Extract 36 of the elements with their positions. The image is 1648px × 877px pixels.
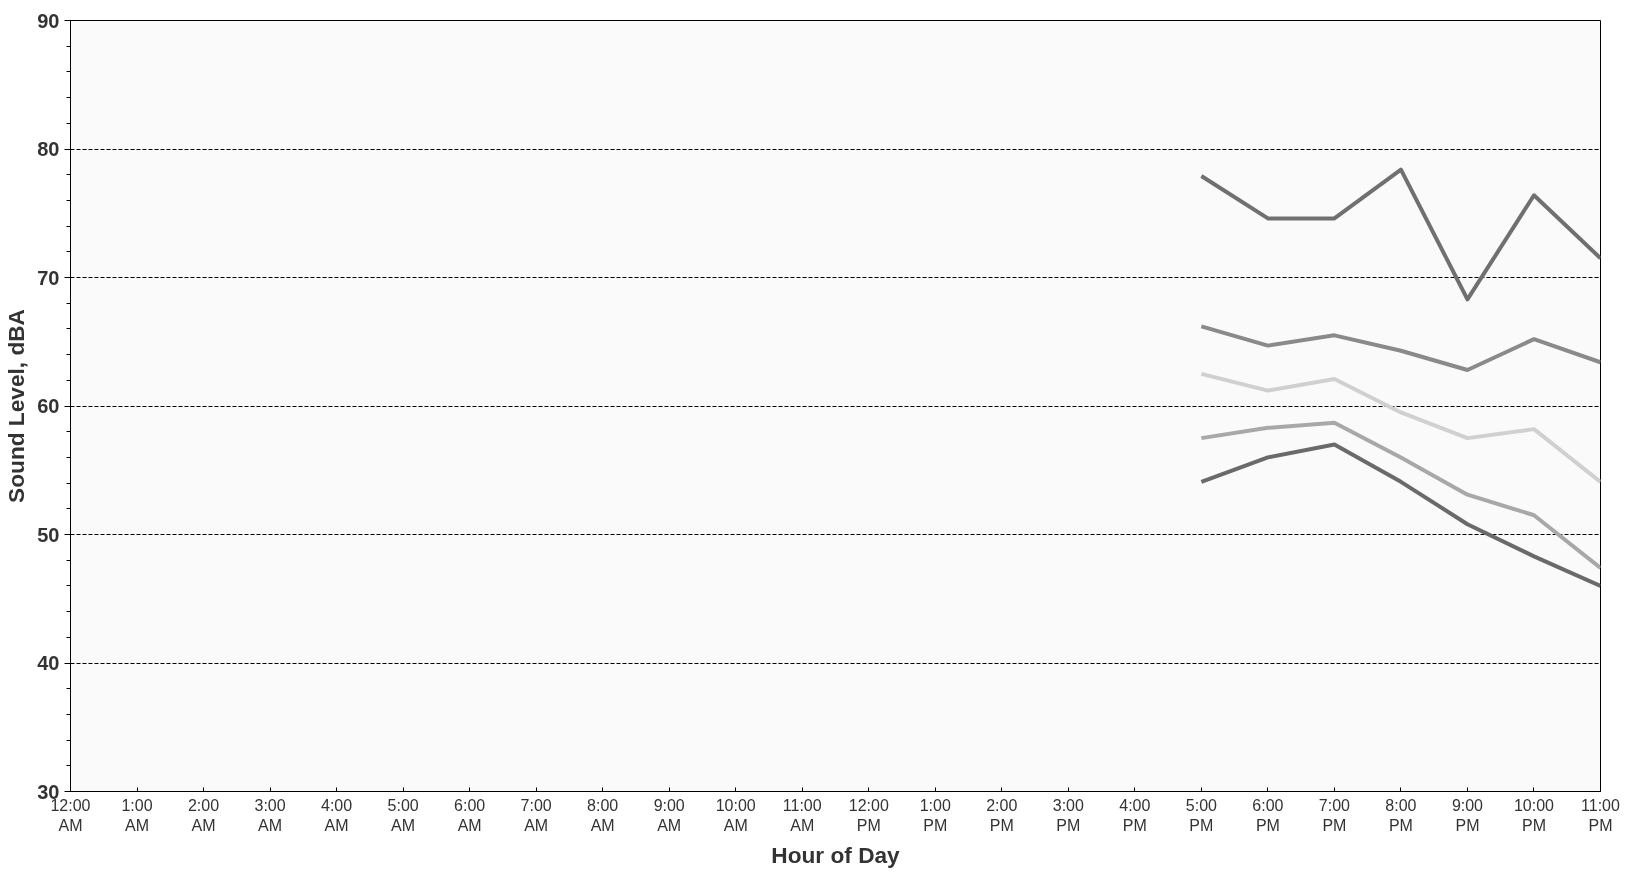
y-tick-label: 50 [37, 523, 60, 546]
x-tick-label: 2:00 AM [187, 796, 220, 834]
x-tick-label: 3:00 AM [254, 796, 286, 834]
x-tick-label: 8:00 PM [1385, 796, 1417, 834]
line-series [1199, 420, 1601, 570]
x-tick-label: 1:00 PM [919, 796, 951, 834]
x-tick-label: 11:00 PM [1581, 796, 1621, 834]
line-series [1199, 167, 1601, 302]
x-tick-label: 11:00 AM [782, 796, 822, 834]
x-tick-label: 4:00 AM [321, 796, 353, 834]
x-tick-label: 10:00 AM [715, 796, 756, 834]
x-tick-label: 12:00 PM [848, 796, 889, 834]
x-tick-label: 5:00 AM [387, 796, 419, 834]
x-tick-label: 10:00 PM [1513, 796, 1555, 834]
x-tick-label: 1:00 AM [121, 796, 153, 834]
y-axis-title: Sound Level, dBA [3, 309, 30, 503]
y-tick-label: 40 [37, 652, 60, 674]
x-tick-label: 7:00 PM [1318, 796, 1351, 834]
x-tick-label: 5:00 PM [1185, 796, 1218, 834]
x-tick-label: 4:00 PM [1119, 796, 1151, 834]
x-tick-label: 3:00 PM [1052, 796, 1084, 834]
line-series [1199, 371, 1601, 484]
x-tick-label: 7:00 AM [520, 796, 552, 834]
y-tick-label: 90 [37, 9, 60, 32]
x-axis-title: Hour of Day [771, 841, 901, 868]
y-tick-label: 70 [37, 266, 60, 289]
x-tick-label: 9:00 PM [1451, 796, 1484, 834]
y-tick-label: 80 [37, 138, 60, 160]
x-tick-label: 6:00 PM [1252, 796, 1284, 834]
x-tick-label: 6:00 AM [454, 796, 486, 834]
y-tick-label: 60 [37, 395, 60, 417]
x-tick-label: 9:00 AM [653, 796, 685, 834]
line-series [1199, 442, 1601, 588]
line-series [1199, 324, 1601, 373]
x-tick-label: 2:00 PM [986, 796, 1018, 834]
x-tick-label: 8:00 AM [587, 796, 619, 834]
